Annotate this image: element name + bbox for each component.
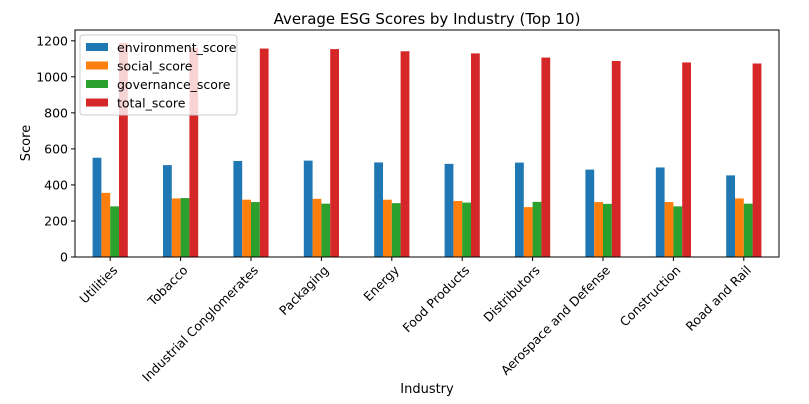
x-tick-label-9: Road and Rail [683,263,754,334]
y-tick-label-3: 600 [44,141,68,156]
bar-social-score-1 [171,198,181,257]
bar-governance-score-3 [321,203,331,257]
bar-total-score-4 [400,51,410,258]
bar-environment-score-6 [515,162,524,257]
bar-social-score-9 [735,198,744,257]
legend-frame [79,34,238,116]
y-tick-label-1: 200 [44,213,68,228]
bar-governance-score-0 [110,206,119,257]
bar-governance-score-9 [743,203,753,257]
bars-group [92,42,762,258]
bar-total-score-7 [611,60,621,257]
bar-social-score-5 [453,200,463,257]
chart-title: Average ESG Scores by Industry (Top 10) [274,10,581,28]
bar-environment-score-9 [726,175,735,257]
bar-environment-score-5 [444,163,454,257]
legend: environment_score social_score governance_… [79,34,238,116]
bar-social-score-7 [594,202,603,257]
legend-swatch-total-score [86,98,108,107]
bar-governance-score-4 [391,203,401,257]
bar-social-score-6 [523,207,533,257]
bar-total-score-2 [259,48,269,258]
bar-environment-score-8 [655,167,665,257]
bar-total-score-6 [541,57,551,258]
y-tick-label-2: 400 [44,177,68,192]
bar-environment-score-7 [585,169,595,257]
legend-label-governance-score: governance_score [117,77,231,92]
y-tick-label-4: 800 [44,105,68,120]
legend-label-total-score: total_score [117,96,186,111]
bar-governance-score-6 [532,201,542,257]
bar-social-score-8 [664,202,674,257]
y-tick-label-0: 0 [60,250,68,265]
y-tick-label-5: 1000 [36,69,68,84]
legend-swatch-environment-score [86,43,108,51]
x-tick-label-4: Energy [360,262,402,304]
bar-total-score-0 [119,42,128,257]
x-tick-label-1: Tobacco [144,263,191,310]
bar-social-score-3 [312,198,322,257]
bar-total-score-1 [189,47,199,257]
x-tick-label-3: Packaging [276,263,331,318]
bar-social-score-2 [242,199,251,257]
bar-environment-score-1 [163,165,172,257]
bar-total-score-8 [682,62,691,258]
bar-governance-score-8 [673,206,683,257]
y-axis-label: Score [19,125,34,161]
plot-frame [74,29,780,258]
bar-environment-score-0 [92,157,102,257]
bar-social-score-4 [383,199,392,257]
y-tick-label-6: 1200 [36,33,68,48]
bar-governance-score-2 [251,202,260,257]
x-tick-label-5: Food Products [400,263,473,336]
bar-environment-score-2 [233,160,243,257]
x-axis-label: Industry [400,382,454,397]
bar-social-score-0 [101,192,111,257]
x-tick-label-2: Industrial Conglomerates [139,263,261,385]
x-tick-label-6: Distributors [480,263,542,325]
x-tick-label-8: Construction [617,263,684,330]
bar-total-score-9 [752,63,762,258]
bar-environment-score-4 [374,162,383,257]
legend-swatch-governance-score [86,80,108,88]
x-tick-label-0: Utilities [76,263,120,307]
bar-total-score-3 [330,49,339,257]
bar-governance-score-1 [180,198,190,257]
legend-label-environment-score: environment_score [117,40,237,55]
bar-governance-score-5 [462,202,471,257]
legend-swatch-social-score [86,61,108,70]
bar-governance-score-7 [603,203,612,257]
bar-total-score-5 [471,53,480,257]
legend-label-social-score: social_score [117,59,193,74]
bar-environment-score-3 [303,160,313,257]
